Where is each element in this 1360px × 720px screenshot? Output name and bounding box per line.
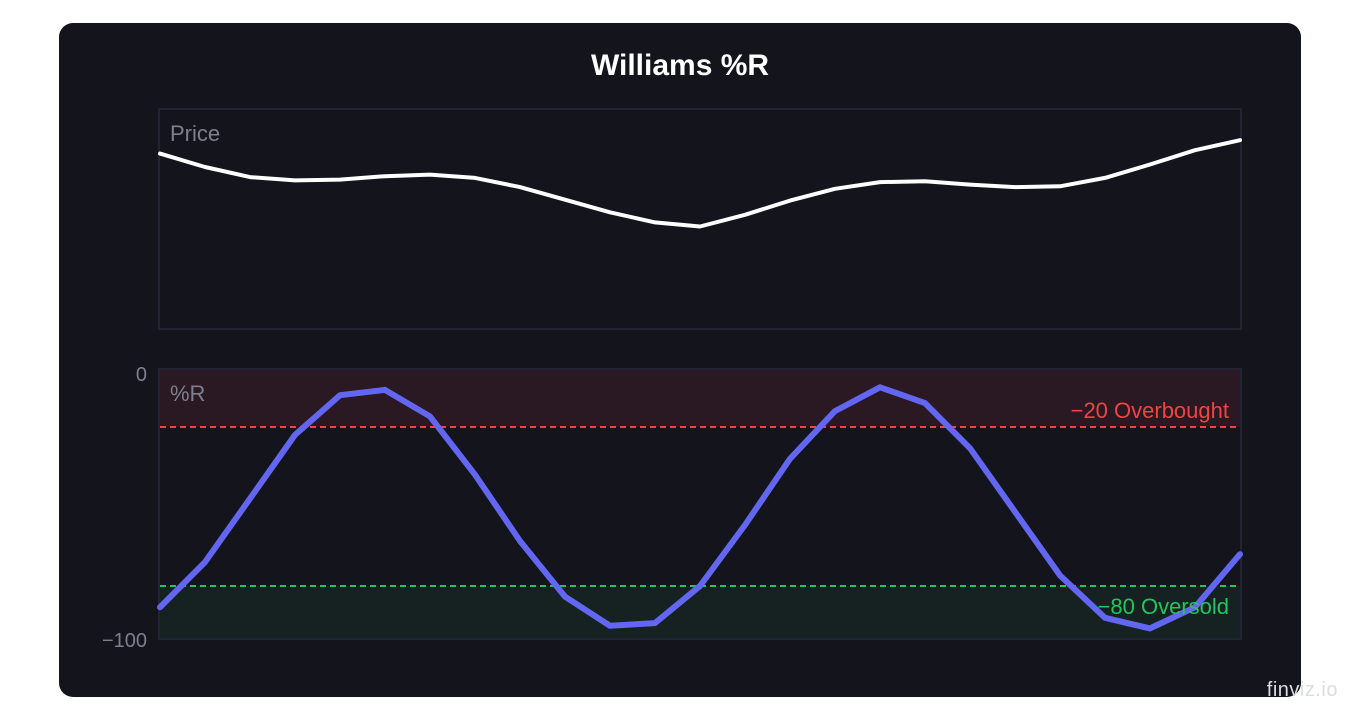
wr-panel: %R 0 −100 −20 Overbought −80 Oversold (102, 364, 1243, 652)
overbought-label: −20 Overbought (1071, 398, 1229, 423)
oversold-label: −80 Oversold (1098, 594, 1229, 619)
watermark: finviz.io (1266, 679, 1338, 701)
price-panel-label: Price (170, 121, 220, 146)
wr-panel-frame (158, 368, 1242, 640)
williams-r-series-line (157, 384, 1243, 632)
chart-card: Williams %R Price %R 0 −100 −20 Overboug… (59, 23, 1301, 697)
chart-title: Williams %R (591, 49, 769, 82)
oversold-zone (160, 586, 1240, 638)
price-series-line (158, 138, 1242, 229)
y-tick-label-bottom: −100 (102, 630, 147, 652)
price-panel-frame (158, 108, 1242, 330)
wr-panel-label: %R (170, 381, 205, 406)
price-panel: Price (158, 108, 1242, 330)
y-tick-label-top: 0 (136, 364, 147, 386)
williams-r-chart: Williams %R Price %R 0 −100 −20 Overboug… (102, 49, 1243, 652)
